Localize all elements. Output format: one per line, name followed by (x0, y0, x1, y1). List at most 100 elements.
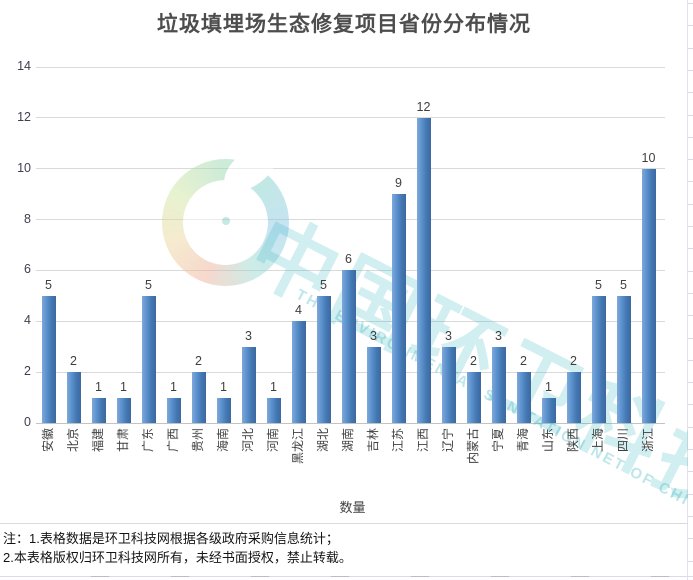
sheet-row-dash (688, 70, 693, 71)
y-tick-label: 10 (17, 160, 31, 175)
sheet-row-dash (688, 25, 693, 26)
x-tick-label: 上海 (591, 428, 605, 453)
gridline (36, 168, 665, 170)
x-tick-label: 山东 (541, 428, 555, 453)
bar-value-label: 4 (295, 303, 302, 318)
sheet-row-dash (688, 471, 693, 472)
bar-value-label: 1 (95, 379, 102, 394)
bar-value-label: 1 (220, 379, 227, 394)
gridline (36, 422, 665, 424)
bar-value-label: 12 (416, 99, 431, 114)
y-tick-label: 6 (24, 262, 31, 277)
bar (91, 397, 106, 423)
bar-chart: 垃圾填埋场生态修复项目省份分布情况 0 2 4 6 8 10 12 14 中国环卫科技网 TH… (0, 13, 688, 524)
sheet-column-tick (91, 576, 109, 577)
sheet-column-tick (171, 576, 189, 577)
bar (66, 372, 81, 423)
sheet-row-dash (688, 226, 693, 227)
bar (41, 295, 56, 423)
gridline (36, 117, 665, 119)
x-tick-label: 内蒙古 (466, 428, 480, 465)
sheet-row-dash (688, 293, 693, 294)
sheet-column-tick (331, 576, 349, 577)
bar-value-label: 9 (395, 176, 402, 191)
sheet-row-dash (688, 248, 693, 249)
sheet-row-dash (688, 360, 693, 361)
x-tick-label: 青海 (516, 428, 530, 453)
y-tick-label: 0 (24, 415, 31, 429)
sheet-column-gridline (687, 0, 688, 580)
x-tick-label: 湖北 (316, 428, 330, 453)
bar-value-label: 2 (70, 354, 77, 369)
sheet-row-dash (688, 315, 693, 316)
bar-value-label: 1 (120, 379, 127, 394)
bar (566, 372, 581, 423)
x-tick-label: 江西 (416, 428, 430, 453)
x-tick-label: 海南 (216, 428, 230, 453)
sheet-row-dash (688, 271, 693, 272)
y-tick-label: 8 (24, 211, 31, 226)
gridline (36, 66, 665, 68)
sheet-row-dash (688, 137, 693, 138)
x-tick-label: 黑龙江 (291, 428, 305, 465)
bar-value-label: 5 (595, 277, 602, 292)
bar (266, 397, 281, 423)
legend-swatch-icon (322, 501, 333, 512)
sheet-column-tick (651, 576, 669, 577)
bar (391, 194, 406, 423)
note-line-2: 2.本表格版权归环卫科技网所有，未经书面授权，禁止转载。 (3, 550, 352, 565)
bar-value-label: 2 (520, 354, 527, 369)
x-tick-label: 贵州 (191, 428, 205, 453)
y-tick-label: 4 (24, 313, 31, 328)
x-tick-label: 广东 (141, 428, 155, 453)
sheet-row-dash (688, 516, 693, 517)
bar (641, 168, 656, 423)
x-tick-label: 甘肃 (116, 428, 130, 453)
x-tick-label: 湖南 (341, 428, 355, 453)
bar-value-label: 10 (641, 150, 656, 165)
bar (516, 372, 531, 423)
sheet-row-dash (688, 204, 693, 205)
bar-value-label: 6 (345, 252, 352, 267)
x-tick-label: 广西 (166, 428, 180, 453)
note-line-1: 注：1.表格数据是环卫科技网根据各级政府采购信息统计； (3, 531, 339, 546)
bar-value-label: 5 (620, 277, 627, 292)
sheet-row-dash (688, 115, 693, 116)
sheet-row-dash (688, 494, 693, 495)
bar-value-label: 3 (245, 328, 252, 343)
bar-value-label: 5 (145, 277, 152, 292)
bar (191, 372, 206, 423)
bar-layer: 5 安徽 2 北京 1 福建 1 甘肃 5 广东 1 广西 2 贵州 1 海南 3 河北 1 河南 4 黑龙江 5 湖北 6 湖南… (41, 99, 656, 465)
bar (466, 372, 481, 423)
x-tick-label: 河北 (241, 428, 255, 453)
legend-label: 数量 (339, 500, 366, 515)
bar (141, 295, 156, 423)
bar-value-label: 2 (195, 354, 202, 369)
sheet-row-dash (688, 561, 693, 562)
bar (616, 295, 631, 423)
bar (291, 321, 306, 423)
bar (316, 295, 331, 423)
x-tick-label: 宁夏 (491, 428, 505, 453)
x-tick-label: 陕西 (566, 428, 580, 453)
chart-bottom-border (0, 523, 688, 524)
sheet-row-dash (688, 338, 693, 339)
sheet-row-dash (688, 159, 693, 160)
bar (416, 117, 431, 423)
bar (166, 397, 181, 423)
sheet-row-dash (688, 382, 693, 383)
sheet-column-tick (571, 576, 589, 577)
footnotes: 注：1.表格数据是环卫科技网根据各级政府采购信息统计； 2.本表格版权归环卫科技… (3, 529, 352, 567)
y-tick-label: 12 (17, 109, 31, 124)
bar-value-label: 1 (545, 379, 552, 394)
gridline (36, 219, 665, 221)
bar (341, 270, 356, 423)
bar-value-label: 2 (570, 354, 577, 369)
bar (366, 346, 381, 423)
y-tick-label: 14 (17, 59, 31, 73)
x-tick-label: 福建 (91, 428, 105, 453)
x-tick-label: 浙江 (641, 428, 655, 453)
bar-value-label: 3 (370, 328, 377, 343)
sheet-row-dash (688, 538, 693, 539)
